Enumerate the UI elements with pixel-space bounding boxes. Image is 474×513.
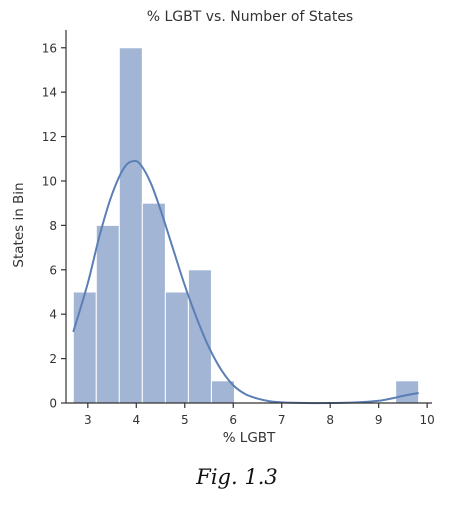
y-tick-label: 10 (42, 174, 57, 188)
x-tick-label: 10 (420, 413, 435, 427)
x-axis-label: % LGBT (223, 430, 276, 446)
y-tick-label: 6 (49, 263, 57, 277)
y-tick-label: 8 (49, 219, 57, 233)
y-tick-label: 0 (49, 397, 57, 411)
figure-caption: Fig. 1.3 (196, 465, 278, 489)
x-tick-label: 9 (375, 413, 383, 427)
histogram-chart: % LGBT vs. Number of States 0 2 4 6 8 10 12 14 1… (11, 9, 435, 446)
x-tick-label: 6 (229, 413, 237, 427)
y-tick-label: 16 (42, 41, 57, 55)
x-tick-label: 7 (278, 413, 286, 427)
histogram-bar (164, 291, 189, 404)
histogram-bar (141, 202, 166, 404)
chart-title: % LGBT vs. Number of States (147, 9, 353, 25)
x-axis-ticks: 3 4 5 6 7 8 9 10 (84, 403, 435, 427)
x-tick-label: 3 (84, 413, 92, 427)
histogram-bar (72, 291, 97, 404)
y-tick-label: 2 (49, 352, 57, 366)
histogram-bars (72, 47, 420, 404)
histogram-bar (395, 380, 420, 404)
histogram-bar (95, 224, 120, 404)
x-tick-label: 8 (326, 413, 334, 427)
x-tick-label: 4 (132, 413, 140, 427)
x-tick-label: 5 (181, 413, 189, 427)
y-axis-ticks: 0 2 4 6 8 10 12 14 16 (42, 41, 66, 411)
y-tick-label: 4 (49, 308, 57, 322)
y-axis-label: States in Bin (11, 182, 27, 267)
histogram-bar (118, 47, 143, 404)
y-tick-label: 14 (42, 86, 57, 100)
y-tick-label: 12 (42, 130, 57, 144)
histogram-bar (187, 269, 212, 404)
